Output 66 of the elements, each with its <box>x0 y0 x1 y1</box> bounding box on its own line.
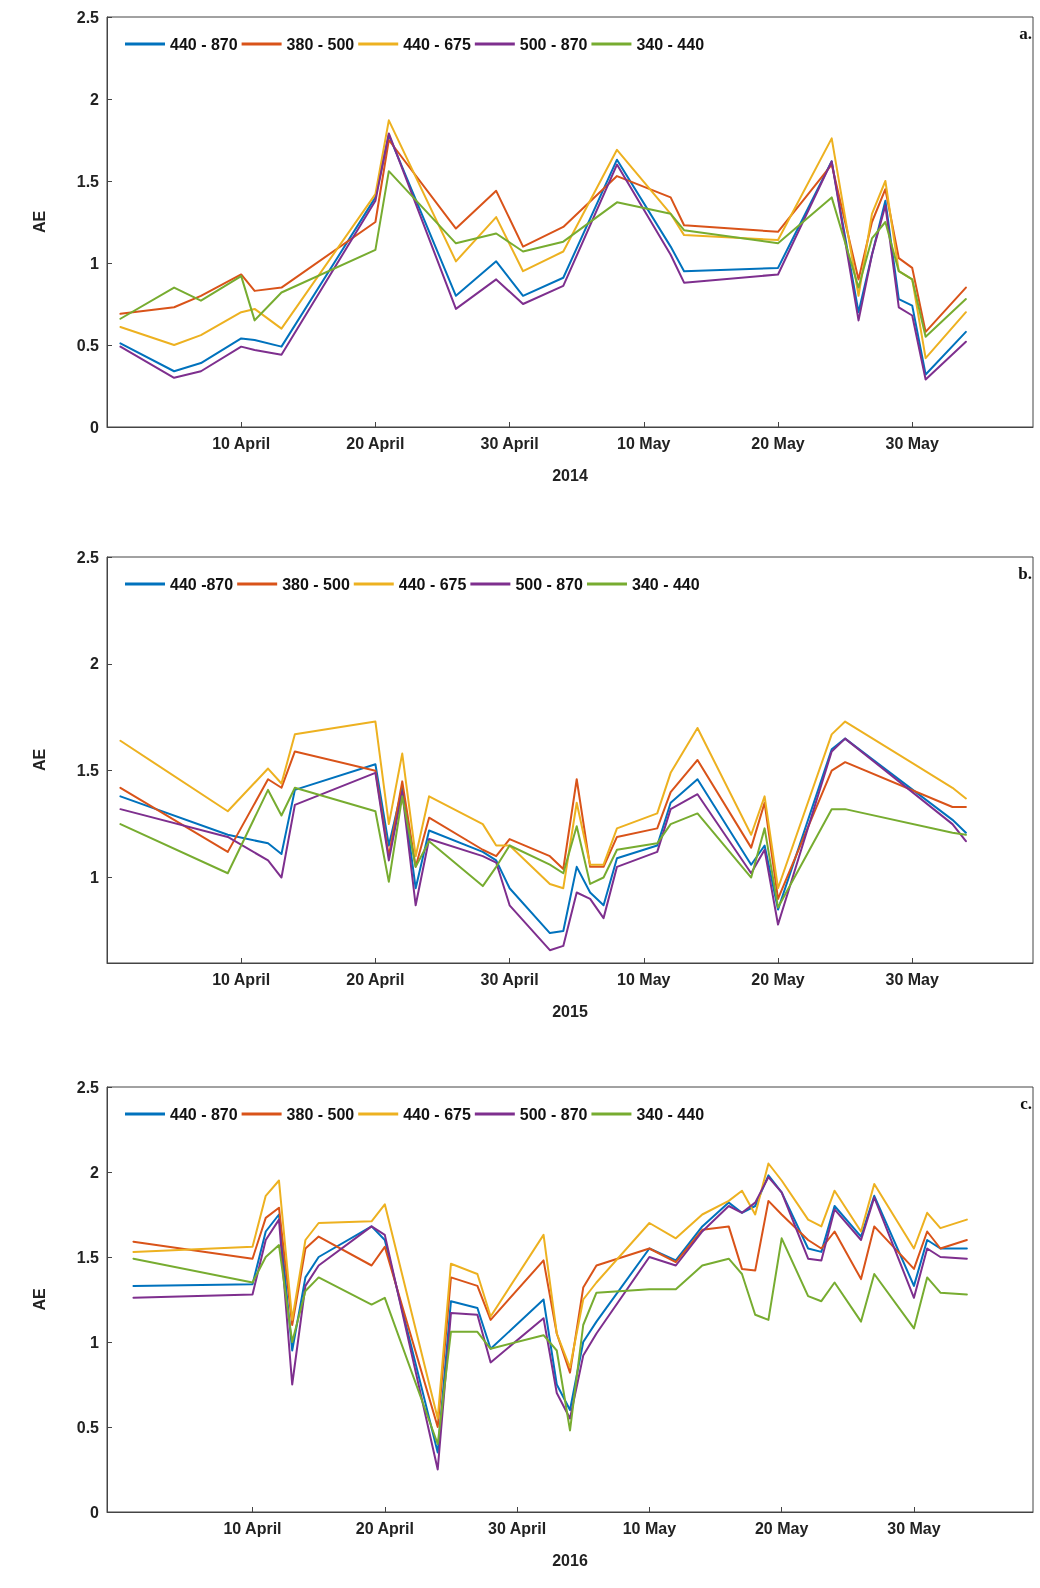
line-series <box>119 139 967 333</box>
x-axis-title: 2014 <box>552 466 588 484</box>
x-tick-label: 30 April <box>480 434 539 452</box>
y-tick-label: 1.5 <box>76 762 100 780</box>
line-series <box>132 1199 968 1428</box>
legend-label: 500 - 870 <box>515 575 584 593</box>
x-tick-label: 30 April <box>488 1519 547 1537</box>
annotation: c. <box>1020 1094 1032 1113</box>
x-tick-label: 10 May <box>622 1519 677 1537</box>
y-axis-title: AE <box>30 210 48 234</box>
legend-label: 380 - 500 <box>286 35 355 53</box>
x-tick-label: 20 May <box>754 1519 809 1537</box>
x-tick-label: 30 May <box>887 1519 941 1537</box>
y-tick-label: 2.5 <box>76 548 100 566</box>
legend-label: 500 - 870 <box>519 35 588 53</box>
x-tick-label: 20 May <box>751 434 805 452</box>
x-tick-label: 30 May <box>885 434 939 452</box>
y-tick-label: 2.5 <box>76 8 100 26</box>
x-tick-label: 30 May <box>885 970 939 988</box>
legend-label: 500 - 870 <box>519 1105 588 1123</box>
y-tick-label: 0 <box>90 418 100 436</box>
x-tick-label: 20 May <box>751 970 805 988</box>
x-tick-label: 20 April <box>346 434 405 452</box>
line-series <box>119 786 967 909</box>
x-tick-label: 20 April <box>346 970 405 988</box>
legend-label: 380 - 500 <box>286 1105 355 1123</box>
y-tick-label: 1 <box>90 869 100 887</box>
x-tick-label: 10 April <box>212 434 271 452</box>
y-tick-label: 1 <box>90 254 100 272</box>
legend-label: 340 - 440 <box>636 1105 705 1123</box>
y-tick-label: 1 <box>90 1333 100 1351</box>
legend-label: 440 -870 <box>170 575 234 593</box>
y-tick-label: 2 <box>90 655 100 673</box>
legend-label: 340 - 440 <box>631 575 700 593</box>
x-tick-label: 30 April <box>480 970 539 988</box>
y-axis-title: AE <box>30 748 48 772</box>
line-series <box>119 720 967 890</box>
y-tick-label: 2 <box>90 1163 100 1181</box>
y-tick-label: 2.5 <box>76 1078 100 1096</box>
legend-label: 440 - 675 <box>398 575 467 593</box>
x-tick-label: 10 April <box>223 1519 282 1537</box>
y-tick-label: 0 <box>90 1503 100 1521</box>
legend-label: 440 - 675 <box>403 35 471 53</box>
annotation: b. <box>1018 564 1033 583</box>
legend-label: 380 - 500 <box>282 575 350 593</box>
line-series <box>119 170 967 338</box>
x-axis-title: 2015 <box>552 1002 588 1020</box>
legend-label: 440 - 675 <box>403 1105 471 1123</box>
y-tick-label: 1.5 <box>76 172 100 190</box>
legend-label: 440 - 870 <box>170 35 238 53</box>
line-series <box>132 1162 968 1420</box>
legend-label: 440 - 870 <box>170 1105 238 1123</box>
y-tick-label: 0.5 <box>76 1418 100 1436</box>
annotation: a. <box>1019 24 1032 43</box>
y-axis-title: AE <box>30 1288 48 1311</box>
x-tick-label: 10 May <box>617 970 671 988</box>
legend-label: 340 - 440 <box>636 35 705 53</box>
y-tick-label: 0.5 <box>76 336 100 354</box>
line-series <box>132 1237 968 1445</box>
x-axis-title: 2016 <box>552 1551 588 1569</box>
x-tick-label: 10 April <box>212 970 271 988</box>
x-tick-label: 20 April <box>355 1519 414 1537</box>
line-series <box>119 750 967 900</box>
y-tick-label: 1.5 <box>76 1248 100 1266</box>
y-tick-label: 2 <box>90 90 100 108</box>
x-tick-label: 10 May <box>617 434 671 452</box>
